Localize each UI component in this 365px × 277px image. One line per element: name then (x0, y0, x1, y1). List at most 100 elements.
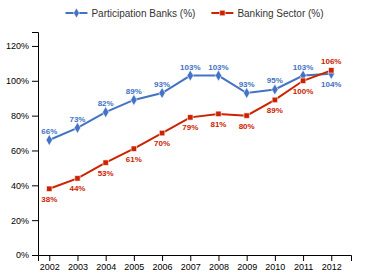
data-label: 73% (69, 115, 85, 124)
series-marker (159, 87, 165, 98)
series-marker (188, 115, 193, 120)
series-marker (131, 94, 137, 105)
plot-area (46, 68, 334, 192)
legend-item: Banking Sector (%) (211, 8, 323, 19)
series-marker (75, 176, 80, 181)
y-tick: 100% (6, 76, 38, 86)
series-marker (272, 97, 277, 102)
x-tick-mark (331, 255, 332, 261)
y-tick: 120% (6, 41, 38, 51)
data-label: 103% (180, 63, 200, 72)
series-line (49, 70, 331, 188)
x-tick: 2007 (181, 255, 201, 272)
x-tick-label: 2005 (124, 262, 144, 272)
x-tick-mark (218, 255, 219, 261)
legend-marker (74, 8, 80, 18)
x-tick-label: 2012 (322, 262, 342, 272)
x-tick: 2006 (153, 255, 173, 272)
x-tick-mark (247, 255, 248, 261)
legend-label: Participation Banks (%) (91, 8, 195, 19)
series-marker (216, 111, 221, 116)
x-tick: 2010 (265, 255, 285, 272)
series-line (49, 74, 331, 140)
data-label: 103% (293, 63, 313, 72)
series-marker (244, 113, 249, 118)
series-marker (243, 87, 249, 98)
data-label: 93% (239, 80, 255, 89)
series-marker (300, 78, 305, 83)
data-label: 103% (208, 63, 228, 72)
y-tick-mark (32, 255, 38, 256)
x-tick-label: 2002 (40, 262, 60, 272)
series-marker (102, 107, 108, 118)
data-labels: 66% 73% 82% 89% 93% 103% 103% 93% 95% 103% 104% 38%… (41, 57, 341, 203)
legend-item: Participation Banks (%) (65, 8, 195, 19)
data-label: 44% (69, 184, 85, 193)
x-tick: 2008 (209, 255, 229, 272)
series-marker (46, 134, 52, 145)
x-tick-label: 2010 (265, 262, 285, 272)
x-tick-label: 2006 (153, 262, 173, 272)
series-marker (329, 68, 334, 73)
legend-label: Banking Sector (%) (237, 8, 323, 19)
x-axis: 2002 2003 2004 2005 2006 2007 2008 2009 2010 2011… (39, 255, 352, 272)
data-label: 66% (41, 127, 57, 136)
y-tick-mark (32, 81, 38, 82)
y-axis: 0% 20% 40% 60% 80% 100% 120% (6, 33, 39, 261)
y-tick-label: 80% (11, 111, 29, 121)
x-tick-label: 2009 (237, 262, 257, 272)
data-label: 104% (321, 80, 341, 89)
x-tick-mark (106, 255, 107, 261)
y-tick-label: 100% (6, 76, 29, 86)
series-marker (131, 146, 136, 151)
x-axis-line (39, 256, 352, 262)
x-tick: 2004 (96, 255, 116, 272)
y-tick-mark (32, 185, 38, 186)
y-tick: 0% (16, 250, 38, 260)
y-axis-line (32, 33, 39, 256)
x-tick-label: 2003 (68, 262, 88, 272)
y-tick: 40% (11, 181, 38, 191)
y-tick-mark (32, 220, 38, 221)
series-marker (103, 160, 108, 165)
x-tick-mark (49, 255, 50, 261)
x-tick-mark (190, 255, 191, 261)
x-tick: 2009 (237, 255, 257, 272)
series-marker (187, 70, 193, 81)
y-tick: 60% (11, 146, 38, 156)
x-tick: 2005 (124, 255, 144, 272)
x-tick-label: 2008 (209, 262, 229, 272)
y-tick: 80% (11, 111, 38, 121)
data-label: 106% (321, 57, 341, 66)
y-tick-label: 0% (16, 250, 29, 260)
y-tick-label: 20% (11, 216, 29, 226)
x-tick-label: 2004 (96, 262, 116, 272)
y-tick: 20% (11, 216, 38, 226)
y-tick-label: 60% (11, 146, 29, 156)
data-label: 80% (239, 122, 255, 131)
data-label: 38% (41, 195, 57, 204)
data-label: 82% (98, 99, 114, 108)
series-marker (215, 70, 221, 81)
legend-marker (220, 10, 225, 15)
y-tick-mark (32, 150, 38, 151)
x-tick-mark (303, 255, 304, 261)
x-tick: 2012 (322, 255, 342, 272)
series-marker (272, 84, 278, 95)
x-tick: 2011 (294, 255, 313, 272)
legend: Participation Banks (%) Banking Sector (%… (65, 8, 323, 19)
series-marker (47, 186, 52, 191)
data-label: 61% (126, 155, 142, 164)
x-tick-mark (275, 255, 276, 261)
data-label: 95% (267, 76, 283, 85)
data-label: 100% (293, 87, 313, 96)
x-tick-mark (162, 255, 163, 261)
data-label: 93% (154, 80, 170, 89)
x-tick-mark (77, 255, 78, 261)
data-label: 53% (98, 169, 114, 178)
data-label: 89% (126, 87, 142, 96)
chart: 2002 2003 2004 2005 2006 2007 2008 2009 2010 2011… (0, 0, 365, 277)
y-tick-mark (32, 46, 38, 47)
data-label: 89% (267, 106, 283, 115)
series-marker (74, 122, 80, 133)
